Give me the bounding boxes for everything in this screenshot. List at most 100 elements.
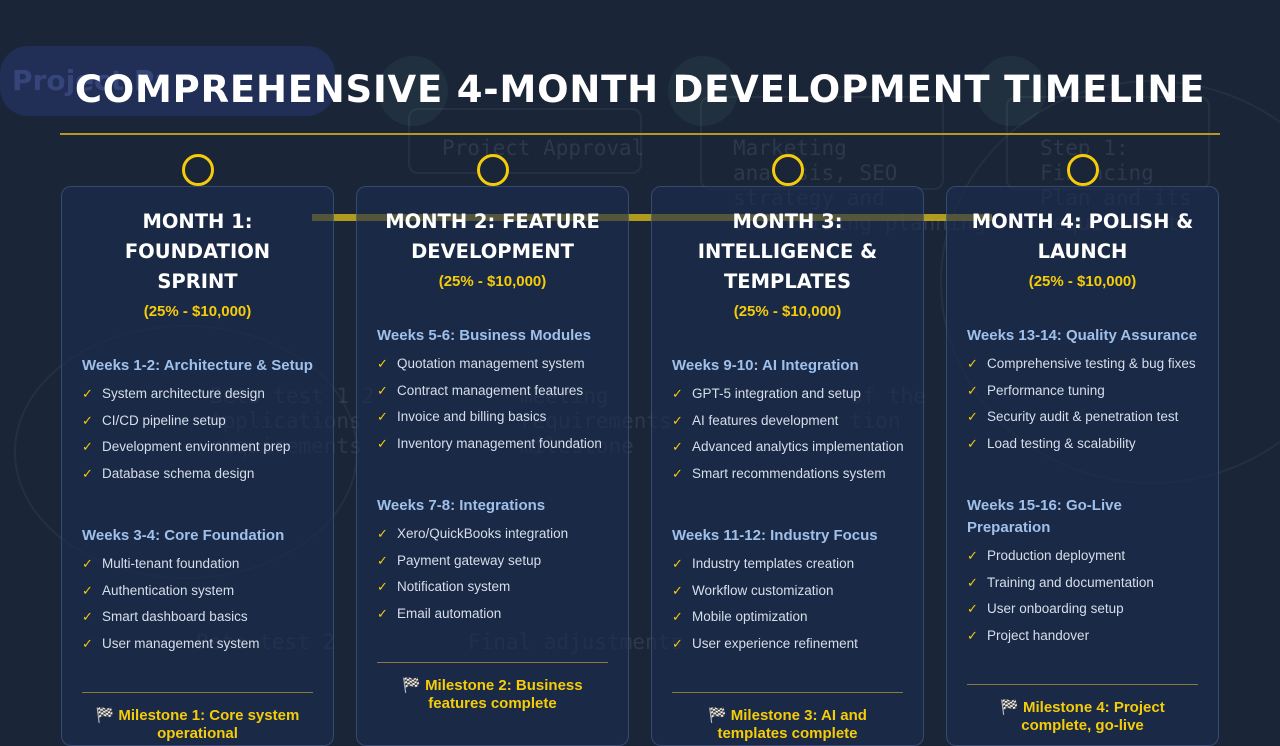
- check-icon: ✓: [672, 609, 683, 625]
- month-card-3: MONTH 3: INTELLIGENCE & TEMPLATES (25% -…: [651, 186, 924, 746]
- milestone-label: Milestone 2: Business features complete: [425, 676, 583, 712]
- milestone: 🏁 Milestone 2: Business features complete: [377, 661, 608, 713]
- task-item: ✓ Comprehensive testing & bug fixes: [967, 351, 1198, 378]
- section-title: Weeks 13-14: Quality Assurance: [967, 327, 1198, 344]
- task-label: Multi-tenant foundation: [102, 555, 240, 571]
- check-icon: ✓: [672, 386, 683, 401]
- section-title: Weeks 5-6: Business Modules: [377, 327, 591, 344]
- check-icon: ✓: [377, 356, 388, 371]
- task-item: ✓ System architecture design: [82, 381, 313, 408]
- check-icon: ✓: [82, 386, 93, 401]
- check-icon: ✓: [377, 579, 388, 595]
- check-icon: ✓: [82, 582, 93, 598]
- task-item: ✓ Project handover: [967, 623, 1198, 650]
- task-label: Payment gateway setup: [397, 552, 542, 568]
- task-label: User onboarding setup: [987, 601, 1124, 617]
- task-item: ✓ Smart recommendations system: [672, 461, 903, 488]
- checkered-flag-icon: 🏁: [402, 676, 422, 694]
- title-divider: [60, 133, 1220, 135]
- task-item: ✓ Production deployment: [967, 543, 1198, 570]
- timeline-node-month-4: [1067, 154, 1099, 186]
- task-list: ✓ Quotation management system ✓ Contract m…: [377, 351, 608, 458]
- check-icon: ✓: [377, 552, 388, 568]
- task-label: GPT-5 integration and setup: [692, 386, 861, 401]
- month-price: (25% - $10,000): [143, 303, 252, 320]
- task-item: ✓ Authentication system: [82, 578, 313, 605]
- task-item: ✓ Email automation: [377, 601, 608, 628]
- task-label: Xero/QuickBooks integration: [397, 525, 569, 541]
- task-label: Performance tuning: [987, 382, 1105, 398]
- task-label: Authentication system: [102, 582, 235, 598]
- check-icon: ✓: [967, 627, 978, 643]
- task-label: CI/CD pipeline setup: [102, 412, 226, 428]
- task-item: ✓ Invoice and billing basics: [377, 404, 608, 431]
- checkered-flag-icon: 🏁: [1000, 698, 1019, 716]
- task-label: System architecture design: [102, 386, 265, 401]
- task-item: ✓ Quotation management system: [377, 351, 608, 378]
- task-item: ✓ Performance tuning: [967, 378, 1198, 405]
- check-icon: ✓: [672, 466, 683, 482]
- task-label: Database schema design: [102, 466, 255, 482]
- task-label: Smart recommendations system: [692, 466, 886, 482]
- task-item: ✓ User experience refinement: [672, 631, 903, 658]
- check-icon: ✓: [82, 609, 93, 625]
- task-label: Invoice and billing basics: [397, 409, 547, 425]
- task-list: ✓ Xero/QuickBooks integration ✓ Payment ga…: [377, 521, 608, 628]
- task-list: ✓ GPT-5 integration and setup ✓ AI feature…: [672, 381, 904, 488]
- month-price: (25% - $10,000): [733, 303, 842, 320]
- task-label: Notification system: [397, 579, 511, 595]
- check-icon: ✓: [967, 547, 978, 563]
- check-icon: ✓: [672, 555, 683, 571]
- check-icon: ✓: [672, 582, 683, 598]
- milestone: 🏁 Milestone 4: Project complete, go-live: [967, 683, 1198, 735]
- task-list: ✓ Production deployment ✓ Training and doc…: [967, 543, 1198, 650]
- check-icon: ✓: [377, 409, 388, 425]
- task-label: Quotation management system: [397, 356, 585, 371]
- section-title: Weeks 3-4: Core Foundation: [82, 526, 285, 544]
- task-item: ✓ Load testing & scalability: [967, 431, 1198, 458]
- check-icon: ✓: [377, 436, 388, 452]
- task-label: Project handover: [987, 627, 1090, 643]
- check-icon: ✓: [672, 635, 683, 651]
- task-label: Workflow customization: [692, 582, 834, 598]
- task-item: ✓ User onboarding setup: [967, 596, 1198, 623]
- checkered-flag-icon: 🏁: [708, 706, 727, 724]
- task-item: ✓ Workflow customization: [672, 578, 903, 605]
- month-price: (25% - $10,000): [1028, 273, 1137, 290]
- task-item: ✓ Payment gateway setup: [377, 548, 608, 575]
- task-label: Email automation: [397, 605, 502, 621]
- task-label: Training and documentation: [987, 574, 1154, 590]
- task-list: ✓ System architecture design ✓ CI/CD pipel…: [82, 381, 313, 488]
- milestone-label: Milestone 3: AI and templates complete: [717, 706, 867, 742]
- check-icon: ✓: [377, 382, 388, 398]
- task-label: Inventory management foundation: [397, 436, 602, 452]
- check-icon: ✓: [672, 439, 683, 455]
- task-item: ✓ Smart dashboard basics: [82, 604, 313, 631]
- check-icon: ✓: [967, 574, 978, 590]
- month-title: MONTH 4: POLISH & LAUNCH: [971, 210, 1194, 263]
- section-title: Weeks 11-12: Industry Focus: [672, 526, 878, 544]
- task-label: Development environment prep: [102, 439, 291, 455]
- task-label: Load testing & scalability: [987, 436, 1136, 452]
- task-item: ✓ Xero/QuickBooks integration: [377, 521, 608, 548]
- section-title: Weeks 1-2: Architecture & Setup: [82, 357, 313, 374]
- task-item: ✓ Notification system: [377, 574, 608, 601]
- check-icon: ✓: [82, 439, 93, 455]
- milestone-label: Milestone 1: Core system operational: [118, 706, 300, 742]
- task-item: ✓ CI/CD pipeline setup: [82, 408, 313, 435]
- milestone-label: Milestone 4: Project complete, go-live: [1021, 698, 1165, 734]
- page-title: COMPREHENSIVE 4-MONTH DEVELOPMENT TIMELI…: [74, 68, 1206, 111]
- check-icon: ✓: [82, 412, 93, 428]
- task-label: Advanced analytics implementation: [692, 439, 904, 455]
- month-card-1: MONTH 1: FOUNDATION SPRINT (25% - $10,00…: [61, 186, 334, 746]
- task-item: ✓ Advanced analytics implementation: [672, 434, 904, 461]
- check-icon: ✓: [672, 412, 683, 428]
- task-item: ✓ Inventory management foundation: [377, 431, 608, 458]
- task-list: ✓ Comprehensive testing & bug fixes ✓ Perf…: [967, 351, 1198, 458]
- timeline-node-month-3: [772, 154, 804, 186]
- task-label: Smart dashboard basics: [102, 609, 248, 625]
- month-title: MONTH 3: INTELLIGENCE & TEMPLATES: [697, 210, 878, 293]
- task-list: ✓ Multi-tenant foundation ✓ Authentication…: [82, 551, 313, 658]
- section-title: Weeks 15-16: Go-Live Preparation: [967, 496, 1122, 536]
- month-card-4: MONTH 4: POLISH & LAUNCH (25% - $10,000)…: [946, 186, 1219, 746]
